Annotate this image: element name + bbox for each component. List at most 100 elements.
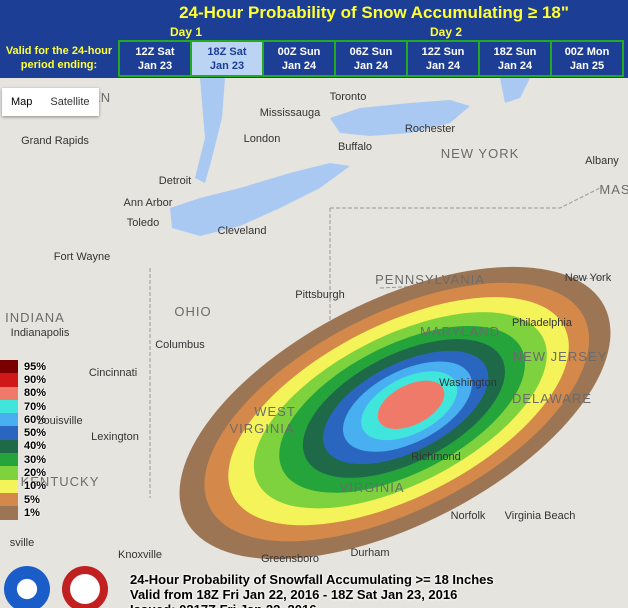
contour	[380, 405, 407, 427]
tab-line: Jan 25	[569, 60, 605, 72]
tab-line: 00Z Sun	[277, 46, 321, 58]
legend-item: 50%	[0, 426, 47, 440]
legend: 95% 90% 80% 70% 60% 50% 40% 30% 20% 10% 5% 1%	[0, 360, 46, 520]
city-label: Albany	[585, 155, 619, 167]
legend-item: 1%	[0, 506, 46, 520]
legend-label: 1%	[24, 506, 40, 519]
snow-contours	[179, 266, 611, 560]
tab-line: 00Z Mon	[564, 46, 610, 58]
tab[interactable]: 06Z Sun Jan 24	[334, 40, 408, 77]
header: 24-Hour Probability of Snow Accumulating…	[0, 0, 628, 78]
legend-item: 10%	[0, 479, 47, 493]
legend-item: 95%	[0, 360, 47, 374]
city-label: New York	[565, 272, 612, 284]
tab[interactable]: 00Z Mon Jan 25	[550, 40, 624, 77]
region-label: PENNSYLVANIA	[375, 272, 485, 287]
region-label: DELAWARE	[512, 391, 592, 406]
map-button[interactable]: Map	[11, 96, 33, 108]
city-label: Indianapolis	[11, 327, 70, 339]
city-label: London	[244, 133, 281, 145]
legend-swatch	[0, 479, 18, 493]
city-label: Norfolk	[451, 510, 486, 522]
legend-label: 95%	[24, 360, 47, 373]
city-label: Columbus	[155, 339, 205, 351]
footer-line: Valid from 18Z Fri Jan 22, 2016 - 18Z Sa…	[130, 587, 458, 602]
footer-line: Issued: 0217Z Fri Jan 22, 2016	[130, 602, 494, 608]
city-label: Cincinnati	[89, 367, 137, 379]
tab[interactable]: 12Z Sun Jan 24	[406, 40, 480, 77]
legend-swatch	[0, 399, 18, 414]
region-label: WEST	[254, 404, 296, 419]
valid-label: Valid for the 24-hour period ending:	[5, 45, 113, 71]
map: HIGANTorontoMississaugaRochesterLondonBu…	[5, 78, 628, 565]
city-label: Knoxville	[118, 549, 162, 561]
footer-line: 24-Hour Probability of Snowfall Accumula…	[130, 572, 494, 587]
city-label: Toledo	[127, 217, 159, 229]
tab[interactable]: 18Z Sun Jan 24	[478, 40, 552, 77]
legend-item: 5%	[0, 492, 46, 507]
city-label: Pittsburgh	[295, 289, 345, 301]
title: 24-Hour Probability of Snow Accumulating…	[179, 3, 569, 22]
city-label: Fort Wayne	[54, 251, 110, 263]
legend-item: 40%	[0, 439, 47, 454]
tabs: 12Z Sat Jan 23 18Z Sat Jan 23 00Z Sun Jan 24 0…	[118, 40, 624, 77]
city-label: Detroit	[159, 175, 191, 187]
city-label: Grand Rapids	[21, 135, 89, 147]
region-label: NEW JERSEY	[513, 349, 608, 364]
legend-label: 50%	[24, 427, 47, 440]
legend-swatch	[0, 426, 18, 440]
legend-label: 40%	[24, 440, 47, 453]
tab-line: Jan 24	[497, 60, 533, 72]
legend-label: 70%	[24, 400, 47, 413]
tab-line: 06Z Sun	[349, 46, 393, 58]
legend-swatch	[0, 466, 18, 480]
day-label: Day 1	[170, 25, 203, 39]
city-label: Louisville	[37, 415, 82, 427]
legend-swatch	[0, 373, 18, 387]
legend-label: 90%	[24, 373, 47, 386]
lakes	[170, 78, 530, 236]
legend-item: 60%	[0, 413, 47, 427]
map-button[interactable]: Satellite	[50, 96, 90, 108]
day-label: Day 2	[430, 25, 463, 39]
city-label: Lexington	[91, 431, 139, 443]
legend-swatch	[0, 439, 18, 454]
city-label: Toronto	[330, 91, 367, 103]
city-label: Richmond	[411, 451, 461, 463]
tab[interactable]: 00Z Sun Jan 24	[262, 40, 336, 77]
nws-logo	[62, 566, 108, 608]
tab-line: Jan 24	[353, 60, 389, 72]
city-label: Philadelphia	[512, 317, 573, 329]
tab-line: Jan 24	[425, 60, 461, 72]
city-label: Greensboro	[261, 553, 319, 565]
noaa-logo	[4, 566, 50, 608]
legend-swatch	[0, 413, 18, 427]
map-type-control: Map Satellite	[2, 88, 99, 116]
legend-label: 30%	[24, 453, 47, 466]
legend-item: 90%	[0, 373, 47, 387]
city-label: Washington	[439, 377, 497, 389]
city-label: Rochester	[405, 123, 455, 135]
tab-line: 12Z Sun	[421, 46, 465, 58]
region-label: KENTUCKY	[21, 474, 100, 489]
legend-swatch	[0, 386, 18, 400]
city-label: sville	[10, 537, 34, 549]
legend-swatch	[0, 492, 18, 507]
city-label: Virginia Beach	[505, 510, 576, 522]
legend-swatch	[0, 453, 18, 467]
city-label: Durham	[350, 547, 389, 559]
legend-item: 80%	[0, 386, 47, 400]
legend-item: 20%	[0, 466, 46, 480]
legend-label: 80%	[24, 387, 47, 400]
legend-item: 30%	[0, 453, 47, 467]
tab[interactable]: 12Z Sat Jan 23	[118, 40, 192, 77]
city-label: Buffalo	[338, 141, 372, 153]
legend-swatch	[0, 506, 18, 520]
legend-label: 5%	[24, 493, 40, 506]
tab-line: 18Z Sun	[493, 46, 537, 58]
region-label: VIRGINIA	[229, 421, 294, 436]
tab[interactable]: 18Z Sat Jan 23	[190, 40, 264, 77]
legend-label: 10%	[24, 480, 47, 493]
legend-label: 60%	[24, 413, 47, 426]
